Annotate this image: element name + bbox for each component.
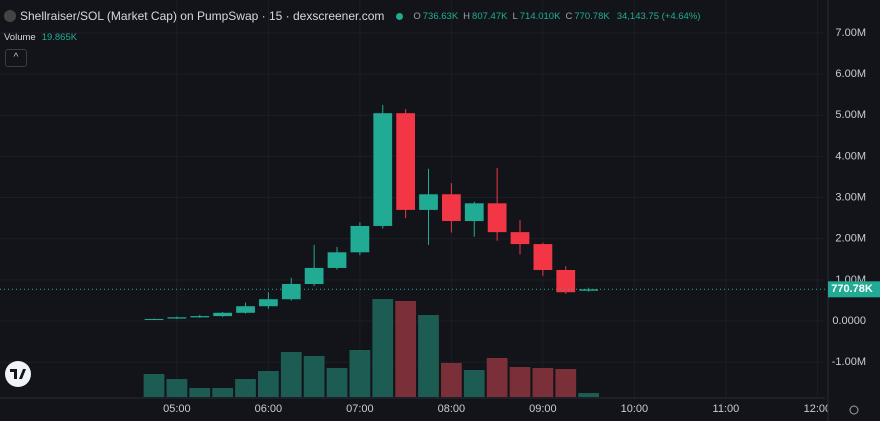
candle-body — [579, 289, 599, 291]
x-tick-label: 06:00 — [255, 403, 283, 415]
candle-body — [442, 194, 461, 222]
candle-body — [419, 194, 438, 210]
ohlc-key: H — [463, 10, 471, 22]
volume-bar — [372, 299, 394, 397]
dot — [396, 12, 404, 20]
y-tick-label: 3.00M — [835, 191, 866, 203]
candle-body — [396, 113, 416, 210]
candle-body — [556, 269, 576, 293]
y-axis-pane — [828, 0, 880, 421]
y-tick-label: 4.00M — [835, 150, 866, 162]
chart-header: Shellraiser/SOL (Market Cap) on PumpSwap… — [4, 9, 700, 23]
ohlc-value: 714.010K — [519, 10, 561, 22]
ohlc-value: 807.47K — [472, 10, 508, 22]
volume-bar — [463, 370, 485, 397]
y-tick-label: 0.0000 — [832, 315, 866, 327]
ohlc-value: 770.78K — [574, 10, 610, 22]
candle-body — [281, 283, 301, 300]
x-axis-pane — [0, 398, 880, 421]
ohlc: O 736.63K H 807.47K L 714.010K C 770.78K — [413, 11, 612, 22]
symbol-icon — [4, 10, 16, 22]
candle-body — [533, 244, 553, 270]
change: 34,143.75 (+4.64%) — [616, 10, 701, 22]
candle-body — [190, 316, 210, 318]
y-tick-label: 5.00M — [835, 109, 866, 121]
x-tick-label: 07:00 — [346, 403, 374, 415]
logo-mark — [10, 369, 26, 379]
chart-title: Shellraiser/SOL (Market Cap) on PumpSwap… — [20, 9, 385, 23]
volume-bar — [303, 356, 325, 397]
tradingview-logo — [5, 361, 31, 387]
ohlc-key: C — [565, 10, 573, 22]
volume-bar — [143, 374, 165, 397]
y-tick-label: 2.00M — [835, 233, 866, 245]
collapse-button[interactable]: ^ — [5, 49, 27, 67]
x-tick-label: 10:00 — [621, 403, 649, 415]
candle-body — [259, 299, 278, 307]
volume-bar — [258, 371, 279, 397]
logo-bg — [5, 361, 31, 387]
candle-body — [167, 317, 187, 319]
y-tick-label: 7.00M — [835, 27, 866, 39]
candle-body — [350, 225, 370, 253]
x-tick-label: 12:00 — [804, 403, 832, 415]
volume-bar — [235, 379, 256, 397]
volume-bar — [509, 367, 531, 397]
x-tick-label: 08:00 — [438, 403, 466, 415]
candle-body — [487, 203, 507, 233]
x-tick-label: 09:00 — [529, 403, 557, 415]
x-tick-label: 11:00 — [713, 403, 740, 415]
volume-bar — [395, 301, 417, 397]
volume-bar — [486, 358, 508, 397]
volume-bar — [349, 350, 371, 397]
ohlc-key: O — [413, 10, 421, 22]
volume-bar — [189, 388, 211, 397]
volume-bar — [532, 368, 554, 397]
volume-legend: Volume 19.865K — [4, 32, 77, 43]
last-price-label: 770.78K — [831, 283, 873, 295]
candle-body — [213, 312, 233, 317]
volume-label: Volume — [4, 32, 36, 43]
x-tick-label: 05:00 — [163, 403, 191, 415]
volume-bar — [441, 363, 462, 397]
candle-body — [464, 203, 484, 222]
volume-bar — [280, 352, 302, 397]
ohlc-key: L — [512, 10, 518, 22]
volume-bar — [166, 379, 188, 397]
candle-body — [304, 267, 324, 284]
volume-bar — [326, 368, 348, 397]
candle-body — [327, 252, 347, 268]
volume-bar — [555, 369, 577, 397]
candle-body — [510, 232, 530, 245]
volume-bar — [578, 393, 600, 397]
volume-value: 19.865K — [41, 32, 78, 43]
candle-body — [144, 318, 164, 320]
candle-body — [236, 306, 255, 313]
candle-body — [373, 113, 393, 226]
settings-icon — [849, 405, 859, 415]
volume-bar — [418, 315, 439, 397]
y-tick-label: 6.00M — [835, 68, 866, 80]
y-tick-label: -1.00M — [832, 356, 866, 368]
last-price-tag — [828, 281, 880, 298]
volume-bar — [212, 388, 234, 397]
ohlc-value: 736.63K — [422, 10, 459, 22]
